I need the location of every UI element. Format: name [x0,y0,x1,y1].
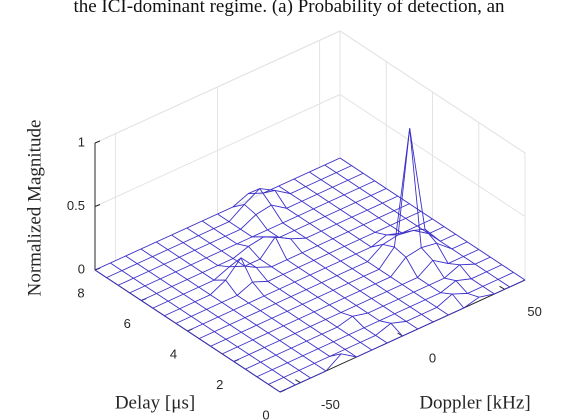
x-tick-label: 8 [77,285,84,300]
mesh-line [339,157,526,281]
mesh-line [156,241,342,357]
z-tick [94,140,101,144]
x-tick-label: 2 [216,377,223,392]
mesh-line [324,164,510,288]
y-tick [295,379,301,384]
z-tick-label: 0.5 [67,198,85,213]
mesh-line [217,213,403,337]
y-tick-label: -50 [321,397,340,412]
z-axis-label: Normalized Magnitude [24,120,45,297]
mesh-line [110,262,296,386]
grid-line [94,30,526,154]
grid-line [94,93,526,217]
x-tick-label: 0 [262,407,269,420]
z-tick [94,204,101,207]
mesh-line [278,185,465,309]
mesh-line [171,234,357,358]
mesh-line [232,203,419,330]
y-tick-label: 50 [527,304,541,319]
caption: the ICI-dominant regime. (a) Probability… [73,0,505,17]
mesh-line [201,220,388,344]
mesh-line [309,171,495,295]
y-tick-label: 0 [429,350,436,365]
z-tick-label: 1 [78,134,85,149]
x-axis-label: Delay [μs] [115,392,195,413]
mesh-line [125,255,311,379]
y-tick [499,285,505,290]
mesh-line [263,189,449,316]
mesh-line [293,128,480,298]
x-tick-label: 6 [124,316,131,331]
z-tick-label: 0 [78,261,85,276]
mesh-line [247,188,434,323]
mesh-line [186,227,373,351]
mesh-line [94,269,281,393]
y-axis-label: Doppler [kHz] [419,392,530,413]
mesh-line [140,248,327,372]
x-tick-label: 4 [170,346,177,361]
